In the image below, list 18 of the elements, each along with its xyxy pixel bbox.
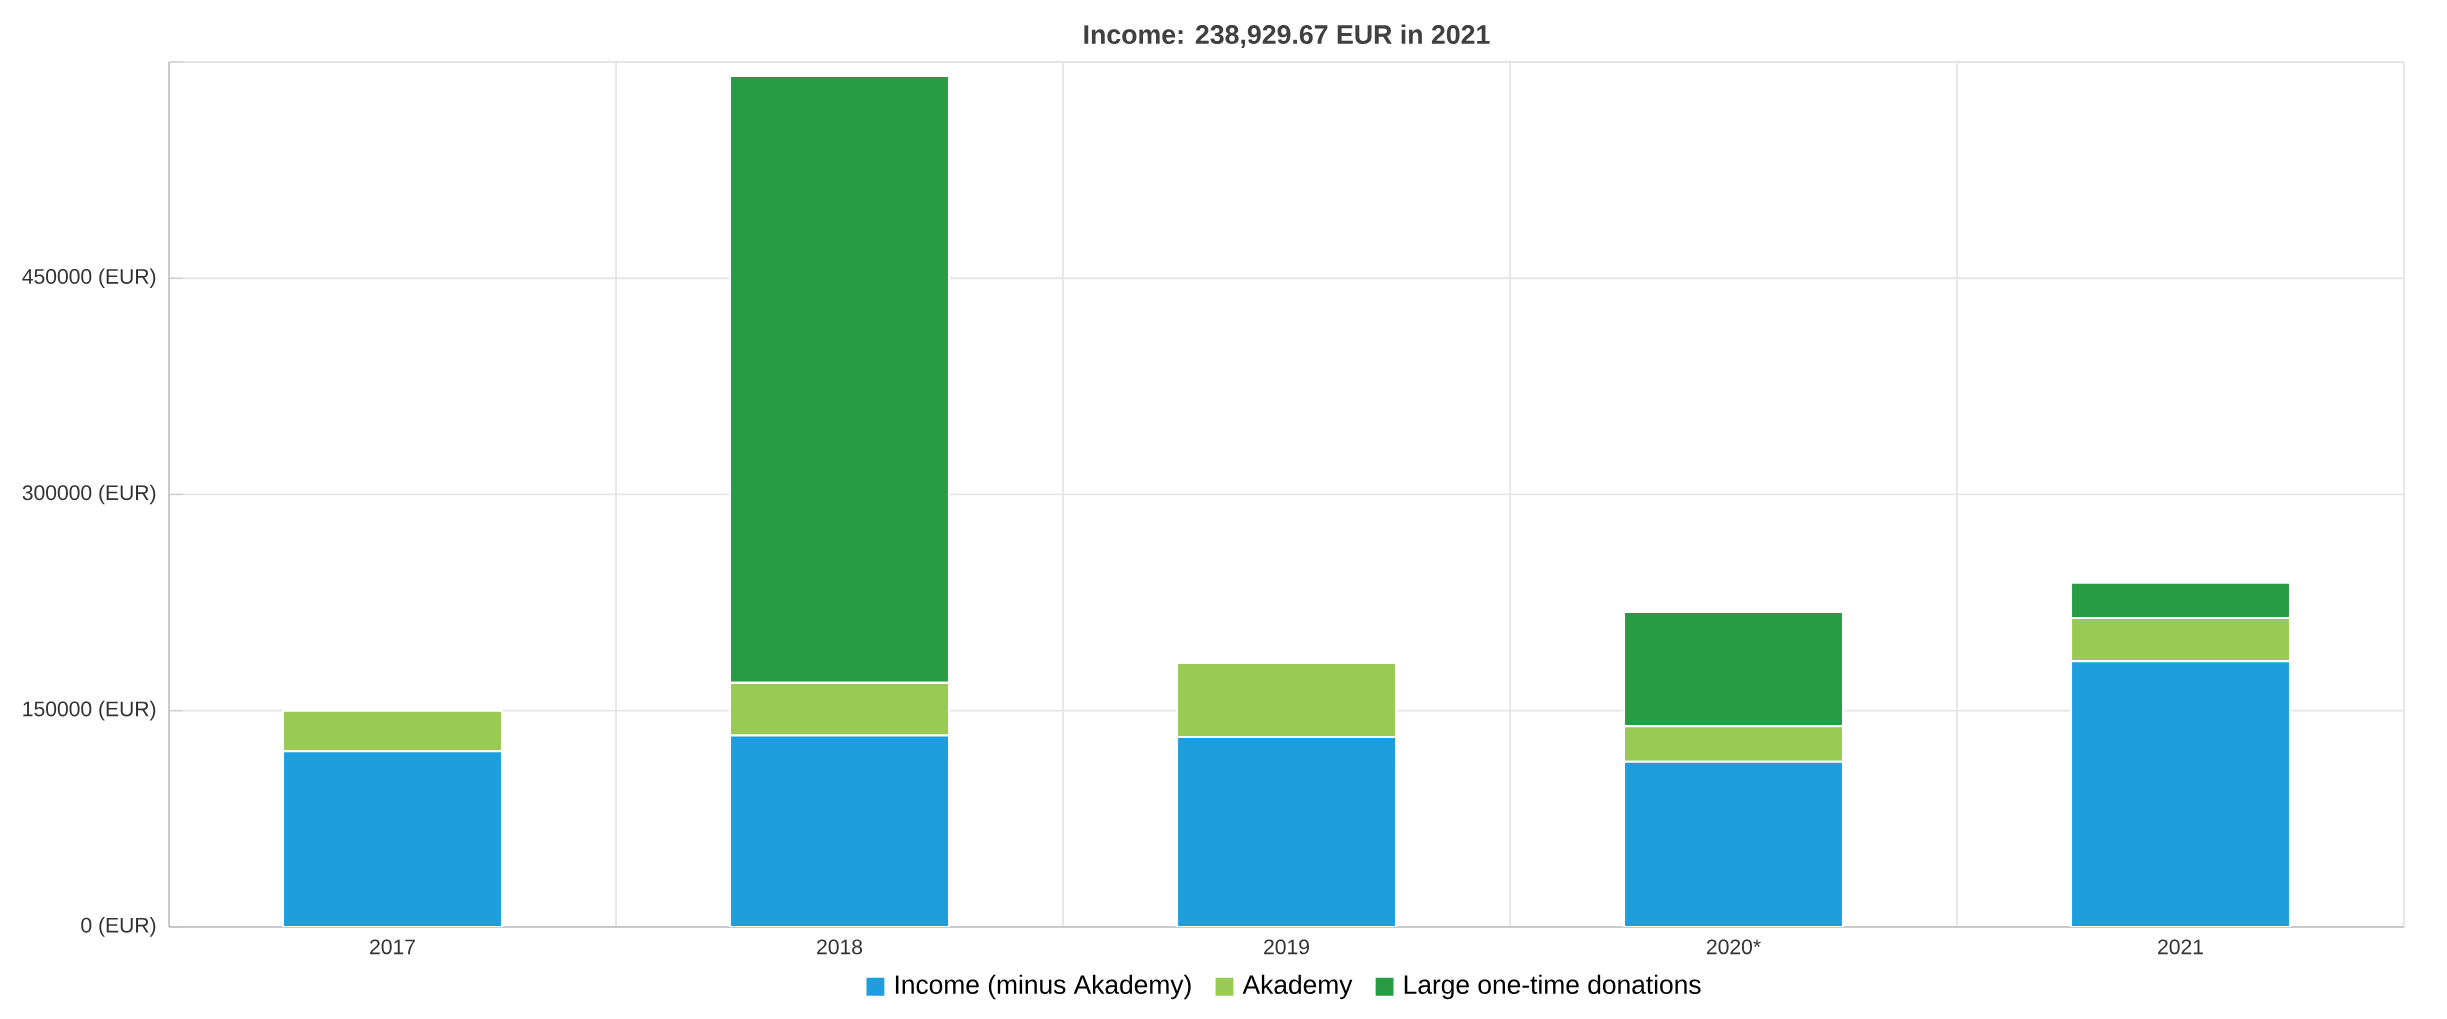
y-tick-label: 450000 (EUR) [22, 268, 156, 289]
x-tick-label: 2021 [2158, 939, 2203, 955]
bar [728, 734, 951, 927]
bar [1175, 735, 1398, 927]
y-tick-label: 300000 (EUR) [22, 484, 156, 505]
y-tick-label: 0 (EUR) [81, 917, 156, 937]
bar [281, 750, 504, 927]
y-tick-label: 150000 (EUR) [23, 700, 156, 721]
x-tick-label: 2018 [817, 939, 863, 955]
x-tick-label: 2020* [1707, 939, 1761, 955]
bar [1622, 760, 1845, 927]
chart-title: Income: 238,929.67 EUR in 2021 [1084, 24, 1490, 48]
bar [2069, 660, 2292, 927]
x-tick-label: 2017 [370, 939, 415, 955]
legend-label: Income (minus Akademy) [895, 974, 1191, 1000]
x-tick-label: 2019 [1264, 939, 1309, 955]
legend-label: Large one-time donations [1404, 974, 1701, 1000]
legend-label: Akademy [1242, 974, 1353, 1000]
